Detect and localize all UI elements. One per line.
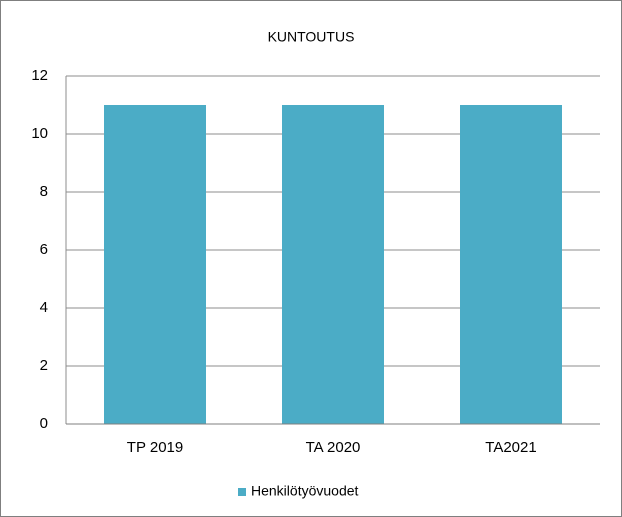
y-tick-label: 12 (31, 67, 48, 84)
chart-title: KUNTOUTUS (268, 29, 355, 45)
bar (104, 105, 206, 424)
y-tick-label: 10 (31, 125, 48, 142)
legend-swatch (238, 488, 246, 496)
bar (282, 105, 384, 424)
y-tick-label: 8 (40, 183, 48, 200)
x-tick-label: TP 2019 (127, 439, 183, 456)
x-tick-label: TA 2020 (306, 439, 361, 456)
y-tick-label: 6 (40, 241, 48, 258)
legend-label: Henkilötyövuodet (251, 483, 359, 499)
y-tick-label: 4 (40, 299, 48, 316)
bar (460, 105, 562, 424)
y-tick-label: 2 (40, 357, 48, 374)
y-tick-label: 0 (40, 415, 48, 432)
x-tick-label: TA2021 (485, 439, 536, 456)
